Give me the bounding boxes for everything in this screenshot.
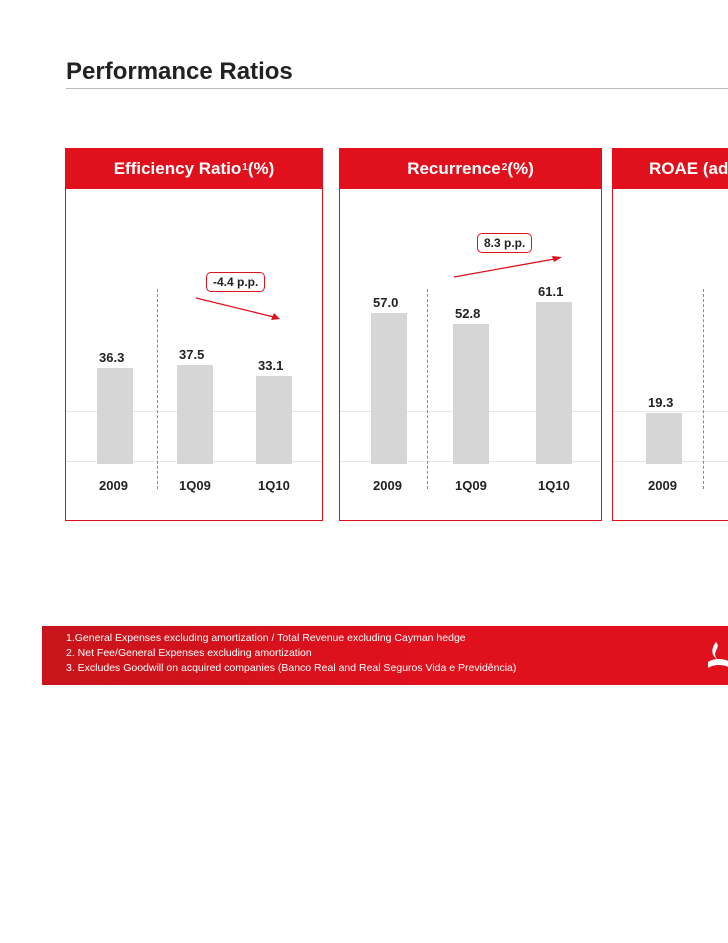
panel-title-sup: 2 [501, 161, 508, 173]
bar-1q10 [536, 302, 572, 464]
category-label: 2009 [99, 478, 128, 493]
bar-1q09 [177, 364, 213, 464]
page-title: Performance Ratios [66, 58, 293, 85]
value-label: 57.0 [373, 294, 399, 310]
annotation-box: -4.4 p.p. [206, 272, 266, 292]
trend-arrow-icon [195, 297, 280, 320]
panel-title-sup: 1 [242, 161, 248, 173]
bar-2009 [371, 312, 407, 464]
santander-flame-icon [708, 642, 728, 668]
panel-header: ROAE (ad [613, 149, 728, 189]
footnotes-banner: 1.General Expenses excluding amortizatio… [42, 626, 728, 685]
bar-2009 [646, 412, 682, 464]
category-label: 2009 [373, 478, 402, 493]
efficiency-ratio-panel: Efficiency Ratio 1 (%) -4.4 p.p. 36.3 2009… [65, 148, 323, 521]
recurrence-panel: Recurrence 2 (%) 8.3 p.p. 57.0 2009 52.8 1Q0… [339, 148, 602, 521]
dashed-divider [427, 289, 428, 489]
annotation-box: 8.3 p.p. [477, 233, 533, 253]
panel-title-suffix: (%) [507, 159, 534, 178]
value-label: 37.5 [179, 346, 205, 362]
category-label: 1Q09 [455, 478, 487, 493]
category-label: 1Q09 [179, 478, 211, 493]
panel-title: ROAE (ad [649, 159, 728, 178]
bar-1q09 [453, 324, 489, 464]
value-label: 33.1 [258, 358, 284, 374]
value-label: 36.3 [99, 349, 125, 365]
panel-header: Recurrence 2 (%) [340, 149, 601, 189]
panel-title: Recurrence [407, 159, 501, 178]
panel-header: Efficiency Ratio 1 (%) [66, 149, 322, 189]
footnote-1: 1.General Expenses excluding amortizatio… [66, 632, 466, 644]
dashed-divider [157, 289, 158, 489]
roae-panel: ROAE (ad 19.3 2009 [612, 148, 728, 521]
title-rule [66, 88, 728, 89]
trend-arrow-icon [453, 256, 562, 278]
footnote-2: 2. Net Fee/General Expenses excluding am… [66, 647, 312, 659]
footnote-3: 3. Excludes Goodwill on acquired compani… [66, 662, 517, 674]
category-label: 2009 [648, 478, 677, 493]
value-label: 52.8 [455, 306, 481, 322]
value-label: 61.1 [538, 284, 564, 300]
bar-2009 [97, 367, 133, 464]
category-label: 1Q10 [538, 478, 570, 493]
category-label: 1Q10 [258, 478, 290, 493]
panel-title: Efficiency Ratio [113, 159, 242, 178]
bar-1q10 [256, 376, 292, 464]
gridline [613, 411, 728, 412]
dashed-divider [703, 289, 704, 489]
value-label: 19.3 [648, 394, 674, 410]
panel-title-suffix: (%) [247, 159, 275, 178]
